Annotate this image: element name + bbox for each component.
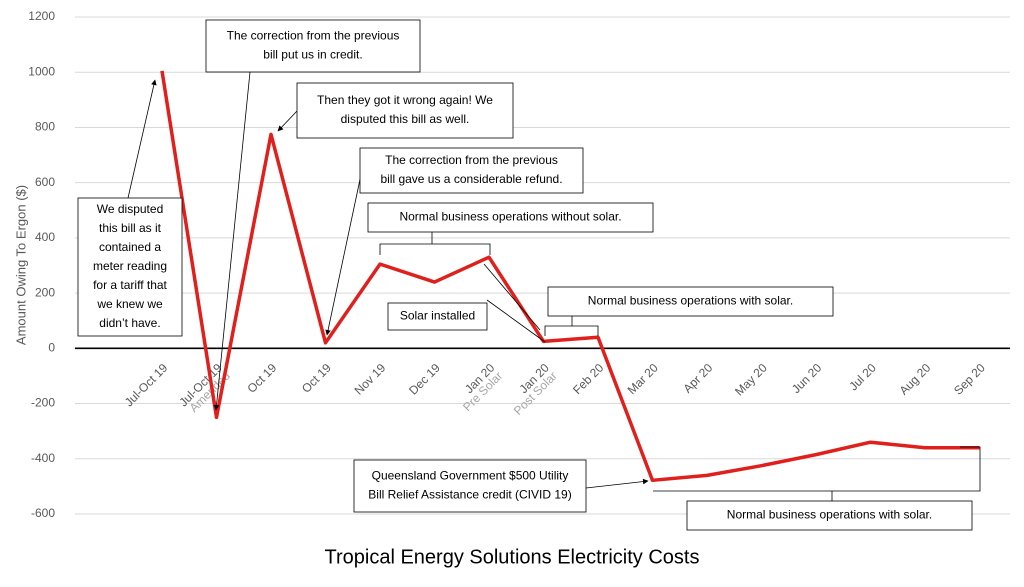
annotation-box (686, 500, 973, 531)
bracket (653, 446, 981, 492)
annotation-box (367, 202, 654, 233)
arrow (277, 110, 298, 132)
annotation-text: for a tariff that (93, 278, 167, 292)
arrow (325, 169, 363, 336)
x-tick-label: Nov 19 (352, 361, 389, 398)
annotation: We disputed this bill as it contained a met… (77, 197, 183, 337)
annotation-text: Normal business operations with solar. (588, 294, 793, 308)
annotation-text: bill gave us a considerable refund. (380, 172, 562, 186)
annotation: Then they got it wrong again! We disputed… (296, 82, 514, 139)
connector (486, 299, 546, 343)
annotation: Normal business operations without solar… (367, 202, 654, 233)
annotation-text: disputed this bill as well. (341, 112, 470, 126)
annotation-text: Queensland Government $500 Utility (372, 469, 569, 483)
arrow (585, 478, 649, 489)
line (160, 70, 980, 483)
annotation-text: this bill as it (99, 221, 162, 235)
y-tick-label: 800 (35, 120, 55, 134)
y-tick-label: 200 (35, 285, 55, 299)
annotations: The correction from the previous bill put… (77, 19, 973, 531)
x-tick-label: Mar 20 (625, 361, 662, 398)
x-tick-label: Oct 19 (299, 361, 334, 396)
annotation: Normal business operations with solar. (547, 286, 834, 317)
x-tick-label: Jul 20 (846, 361, 879, 394)
x-tick-label: Sep 20 (951, 361, 988, 398)
y-tick-label: -200 (31, 396, 55, 410)
annotation-text: We disputed (97, 202, 164, 216)
annotation-box (296, 82, 514, 139)
y-tick-label: 1000 (28, 64, 55, 78)
connectors (127, 71, 981, 501)
y-tick-label: 0 (48, 341, 55, 355)
annotation-box (359, 147, 584, 194)
annotation-text: contained a (99, 240, 161, 254)
x-tick-label: Apr 20 (680, 361, 715, 396)
y-tick-label: 400 (35, 230, 55, 244)
annotation-text: didn’t have. (99, 316, 160, 330)
arrow (213, 71, 251, 411)
chart-title: Tropical Energy Solutions Electricity Co… (325, 546, 700, 568)
bracket (379, 243, 491, 255)
annotation-text: Normal business operations with solar. (727, 508, 932, 522)
annotation-text: meter reading (93, 259, 167, 273)
annotation-box (547, 286, 834, 317)
y-tick-label: 600 (35, 175, 55, 189)
y-tick-label: -400 (31, 451, 55, 465)
annotation-text: bill put us in credit. (263, 48, 362, 62)
x-tick-label: May 20 (732, 361, 770, 399)
annotation: Normal business operations with solar. (686, 500, 973, 531)
annotation: The correction from the previous bill gav… (359, 147, 584, 194)
x-tick-label: Oct 19 (244, 361, 279, 396)
arrow (127, 79, 157, 199)
annotation-box (77, 197, 183, 337)
annotation-box (353, 459, 587, 513)
annotation: Solar installed (387, 302, 488, 331)
annotation: The correction from the previous bill put… (205, 19, 421, 73)
x-tick-label: Feb 20 (570, 361, 607, 398)
annotation-text: The correction from the previous (385, 153, 558, 167)
annotation-text: Solar installed (400, 309, 475, 323)
y-tick-label: 1200 (28, 9, 55, 23)
annotation: Queensland Government $500 Utility Bill R… (353, 459, 587, 513)
x-tick-label: Jun 20 (789, 361, 825, 397)
annotation-box (387, 302, 488, 331)
annotation-text: Bill Relief Assistance credit (CIVID 19) (368, 488, 571, 502)
y-tick-label: -600 (31, 506, 55, 520)
y-axis-label: Amount Owing To Ergon ($) (13, 185, 28, 345)
x-tick-label: Aug 20 (897, 361, 934, 398)
annotation-text: Then they got it wrong again! We (317, 93, 493, 107)
connector (483, 263, 541, 331)
bracket (544, 325, 599, 336)
annotation-box (205, 19, 421, 73)
annotation-text: Normal business operations without solar… (399, 210, 621, 224)
annotation-text: The correction from the previous (227, 29, 400, 43)
x-tick-label: Dec 19 (406, 361, 443, 398)
annotation-text: we knew we (96, 297, 163, 311)
x-tick-label: Jul-Oct 19 (122, 361, 171, 410)
